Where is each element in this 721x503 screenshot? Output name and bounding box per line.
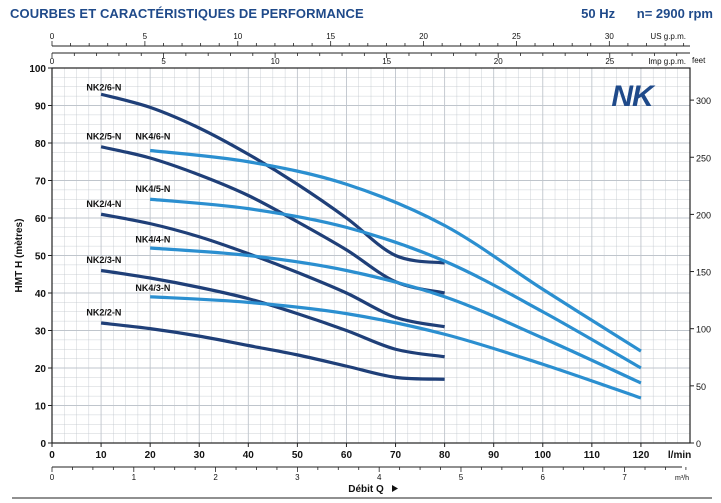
us-gpm-tick-label: 0 [50,32,55,41]
imp-gpm-tick-label: 5 [161,57,166,66]
brand-logo: NK [611,80,657,113]
us-gpm-tick-label: 30 [605,32,614,41]
m3h-tick-label: 5 [459,473,464,482]
imp-gpm-axis-title: Imp g.p.m. [648,57,686,66]
series-line-nk4-6-n [149,148,642,353]
m3h-tick-label: 0 [50,473,55,482]
x-axis-title: Débit Q [348,484,384,495]
y-tick-label: 10 [35,402,47,413]
m3h-tick-label: 7 [622,473,627,482]
x-tick-label: 50 [292,450,304,461]
series-label-nk2-4-n: NK2/4-N [86,199,121,209]
imp-gpm-tick-label: 0 [50,57,55,66]
series-line-nk2-6-n [100,92,445,265]
x-tick-label: 20 [145,450,157,461]
x-tick-label: 30 [194,450,206,461]
series-lines [100,92,642,400]
x-tick-label: 120 [633,450,650,461]
frequency-label: 50 Hz [581,6,616,21]
series-label-nk2-2-n: NK2/2-N [86,308,121,318]
x-axis-arrow [392,485,398,492]
y-tick-label: 100 [29,64,46,75]
us-gpm-axis-title: US g.p.m. [650,32,686,41]
speed-label: n= 2900 rpm [636,6,713,21]
x-tick-label: 10 [96,450,108,461]
m3h-unit-label: m³/h [675,475,689,482]
series-line-nk2-4-n [100,212,445,329]
x-unit-label: l/min [668,450,691,461]
series-label-nk4-3-n: NK4/3-N [135,283,170,293]
x-tick-label: 40 [243,450,255,461]
grid [51,67,691,444]
series-label-nk4-6-n: NK4/6-N [135,131,170,141]
m3h-tick-label: 2 [213,473,218,482]
y-tick-label: 30 [35,327,47,338]
us-gpm-tick-label: 15 [326,32,335,41]
y-tick-label: 40 [35,289,47,300]
imp-gpm-tick-label: 20 [494,57,503,66]
feet-tick-label: 150 [696,268,711,278]
x-tick-label: 60 [341,450,353,461]
feet-tick-label: 0 [696,439,701,449]
series-labels: NK2/6-N NK2/5-N NK2/4-N NK2/3-N NK2/2-N NK4/6… [86,83,170,318]
series-line-nk4-3-n [150,295,642,400]
feet-tick-label: 300 [696,96,711,106]
y-tick-label: 90 [35,102,47,113]
imp-gpm-tick-label: 10 [271,57,280,66]
us-gpm-tick-label: 25 [512,32,521,41]
y-tick-label: 60 [35,214,47,225]
series-label-nk4-4-n: NK4/4-N [135,234,170,244]
series-label-nk4-5-n: NK4/5-N [135,184,170,194]
feet-tick-label: 200 [696,210,711,220]
page-title: COURBES ET CARACTÉRISTIQUES DE PERFORMAN… [10,6,364,21]
feet-tick-label: 250 [696,153,711,163]
x-tick-label: 80 [439,450,451,461]
y-tick-label: 80 [35,139,47,150]
series-line-nk4-4-n [150,246,642,385]
series-label-nk2-6-n: NK2/6-N [86,83,121,93]
series-line-nk2-2-n [100,321,445,381]
y-tick-label: 50 [35,252,47,263]
y-tick-label: 0 [40,439,46,450]
y-axis-title: HMT H (mètres) [14,219,25,293]
m3h-tick-label: 1 [132,473,137,482]
feet-tick-label: 100 [696,325,711,335]
x-tick-label: 90 [488,450,500,461]
imp-gpm-tick-label: 25 [605,57,614,66]
x-tick-label: 70 [390,450,402,461]
us-gpm-tick-label: 5 [143,32,148,41]
nk-logo-text: NK [611,80,656,113]
y-tick-label: 70 [35,177,47,188]
operating-conditions: 50 Hz n= 2900 rpm [563,6,713,21]
us-gpm-tick-label: 10 [233,32,242,41]
x-tick-label: 110 [584,450,601,461]
x-tick-label: 100 [534,450,551,461]
y-tick-label: 20 [35,364,47,375]
x-tick-label: 0 [49,450,55,461]
series-label-nk2-5-n: NK2/5-N [86,131,121,141]
feet-tick-label: 50 [696,382,706,392]
series-line-nk4-5-n [150,197,642,370]
m3h-tick-label: 6 [541,473,546,482]
m3h-tick-label: 4 [377,473,382,482]
imp-gpm-tick-label: 15 [382,57,391,66]
m3h-tick-label: 3 [295,473,300,482]
feet-axis-title: feet [692,56,706,65]
series-label-nk2-3-n: NK2/3-N [86,255,121,265]
us-gpm-tick-label: 20 [419,32,428,41]
